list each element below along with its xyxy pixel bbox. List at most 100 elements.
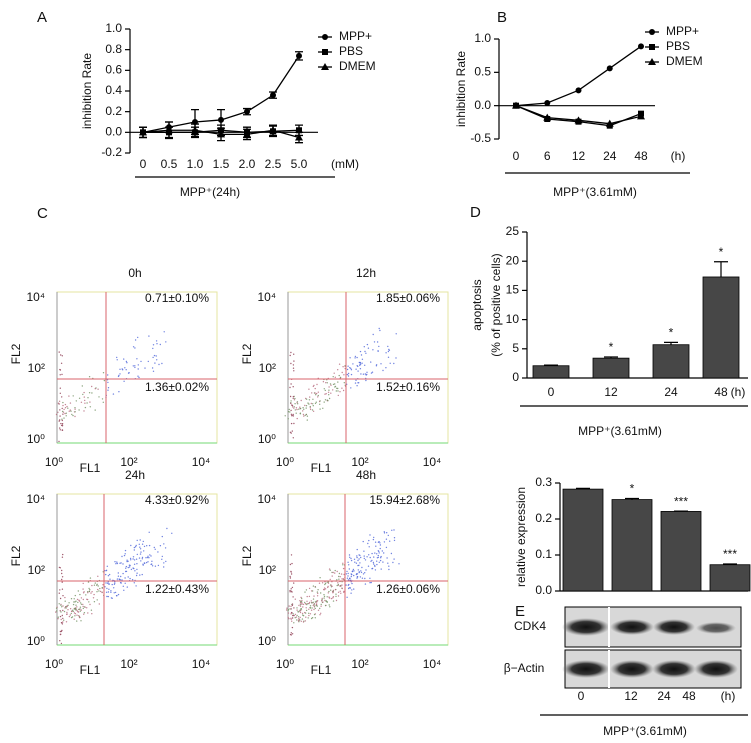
event-dot [77, 590, 80, 592]
x-unit: (mM) [331, 157, 359, 171]
event-dot [82, 605, 84, 608]
event-dot [55, 607, 58, 609]
event-dot [79, 608, 81, 611]
event-dot [83, 410, 85, 412]
event-dot [295, 412, 297, 414]
event-dot [339, 576, 341, 578]
y-axis-label: apoptosis [470, 279, 484, 330]
event-dot [337, 591, 340, 593]
event-dot [347, 572, 349, 575]
event-dot [59, 429, 61, 431]
event-dot [78, 616, 81, 619]
event-dot [289, 395, 292, 398]
x-tick-label: 10² [351, 657, 368, 671]
event-dot [129, 577, 131, 580]
event-dot [335, 595, 337, 598]
event-dot [80, 620, 82, 622]
event-dot [355, 573, 358, 576]
bar [660, 511, 702, 592]
event-dot [374, 541, 377, 543]
event-dot [305, 407, 307, 409]
event-dot [366, 373, 368, 376]
event-dot [61, 418, 63, 420]
event-dot [343, 573, 345, 576]
event-dot [61, 410, 64, 413]
event-dot [59, 589, 61, 591]
x-tick-label: 10² [120, 455, 137, 469]
event-dot [290, 351, 292, 354]
event-dot [320, 612, 322, 614]
event-dot [68, 615, 71, 618]
event-dot [320, 592, 322, 594]
event-dot [361, 577, 364, 579]
event-dot [109, 578, 111, 580]
event-dot [64, 403, 67, 406]
event-dot [60, 618, 62, 621]
event-dot [326, 596, 328, 598]
x-tick-label: 10² [351, 455, 368, 469]
y-tick-label: 0.1 [535, 547, 552, 561]
event-dot [143, 562, 146, 564]
y-tick-label: -0.2 [101, 145, 122, 159]
event-dot [121, 579, 123, 581]
event-dot [289, 591, 291, 593]
event-dot [388, 349, 391, 351]
legend-marker [648, 58, 656, 65]
y-tick-label: 0.5 [474, 65, 491, 79]
event-dot [341, 371, 343, 374]
event-dot [314, 605, 316, 607]
event-dot [76, 598, 79, 601]
event-dot [378, 345, 380, 348]
event-dot [372, 349, 374, 351]
event-dot [357, 370, 359, 372]
event-dot [65, 415, 67, 417]
event-dot [361, 358, 364, 360]
event-dot [163, 566, 165, 568]
event-dot [119, 373, 121, 375]
event-dot [127, 566, 129, 569]
event-dot [319, 614, 321, 616]
event-dot [132, 558, 134, 560]
event-dot [315, 392, 318, 395]
event-dot [140, 360, 142, 363]
event-dot [71, 609, 74, 611]
y-tick-label: 0.3 [535, 475, 552, 489]
event-dot [122, 585, 125, 587]
event-dot [61, 572, 63, 575]
event-dot [356, 556, 358, 559]
event-dot [151, 367, 154, 369]
event-dot [111, 583, 113, 586]
event-dot [323, 388, 325, 390]
event-dot [357, 569, 359, 571]
event-dot [79, 610, 82, 612]
event-dot [350, 557, 352, 560]
event-dot [366, 556, 368, 558]
event-dot [292, 386, 294, 388]
event-dot [311, 409, 314, 411]
event-dot [69, 608, 72, 610]
event-dot [139, 574, 141, 576]
event-dot [364, 373, 366, 375]
event-dot [117, 572, 120, 574]
event-dot [114, 561, 116, 563]
event-dot [74, 415, 76, 418]
event-dot [61, 556, 64, 558]
event-dot [137, 336, 139, 339]
event-dot [347, 365, 349, 367]
event-dot [312, 604, 314, 607]
event-dot [321, 597, 323, 600]
event-dot [110, 597, 113, 599]
event-dot [324, 582, 327, 585]
event-dot [353, 574, 355, 577]
event-dot [59, 630, 62, 633]
event-dot [79, 606, 82, 608]
event-dot [73, 618, 75, 620]
event-dot [96, 583, 98, 585]
event-dot [338, 374, 340, 377]
y-tick-label: 10⁰ [258, 432, 276, 446]
event-dot [91, 584, 93, 587]
event-dot [70, 410, 72, 412]
event-dot [307, 402, 309, 404]
quadrant-percent: 1.52±0.16% [376, 380, 440, 394]
legend-label: DMEM [666, 54, 703, 68]
